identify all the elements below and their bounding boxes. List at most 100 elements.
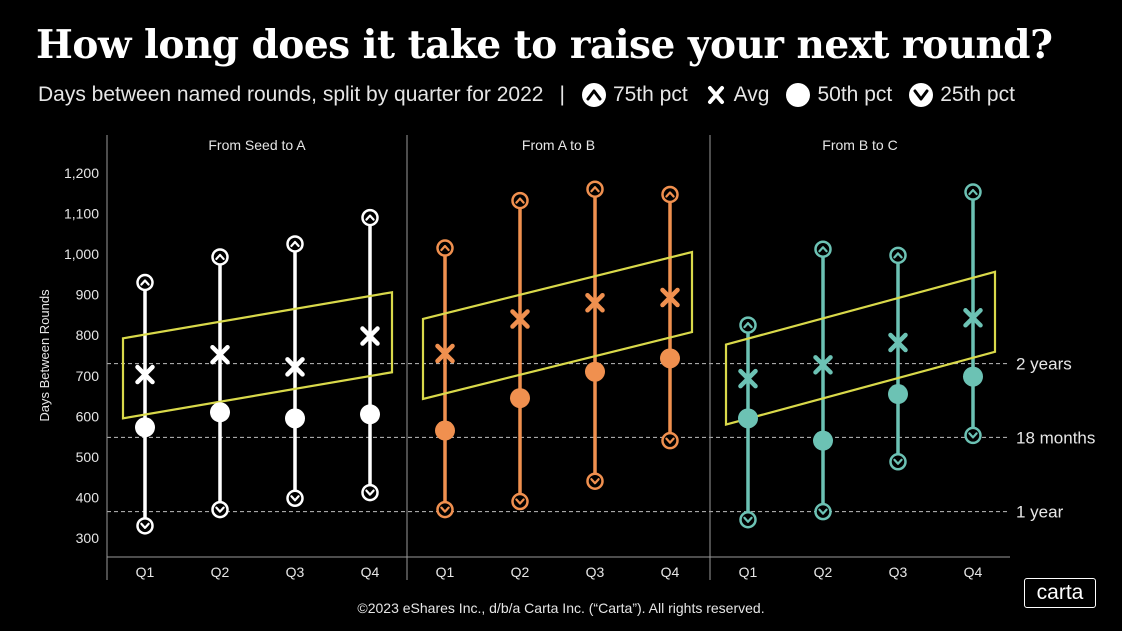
p25-marker-ring [286, 489, 304, 508]
avg-marker-stroke-b [813, 355, 833, 375]
avg-marker [210, 344, 230, 365]
avg-marker-stroke-b [510, 309, 530, 329]
p50-marker [135, 417, 155, 438]
p75-marker-chevron [743, 321, 753, 329]
avg-marker-stroke-b [738, 368, 758, 389]
p25-marker-chevron [818, 508, 828, 515]
p50-marker [360, 404, 380, 425]
x-tick-label: Q3 [889, 564, 908, 580]
p75-marker [361, 208, 379, 227]
p75-marker-ring [136, 273, 154, 292]
p50-marker [738, 408, 758, 429]
avg-marker-stroke-b [660, 287, 680, 308]
p75-marker-ring [889, 246, 907, 265]
avg-marker [888, 332, 908, 353]
p75-marker-chevron [665, 191, 675, 198]
p75-marker-chevron [140, 279, 150, 286]
p75-marker-ring [361, 208, 379, 227]
p25-marker-chevron [893, 458, 903, 465]
p25-marker-ring [361, 483, 379, 502]
p75-marker-ring [661, 185, 679, 204]
p75-marker-ring [286, 235, 304, 253]
avg-marker [510, 309, 530, 329]
avg-marker-stroke-b [585, 293, 605, 313]
p75-marker-chevron [893, 252, 903, 259]
avg-marker [360, 326, 380, 346]
avg-marker-stroke-b [435, 343, 455, 364]
reference-label-2: 1 year [1016, 503, 1064, 522]
filled-circle-icon [786, 83, 811, 107]
chart-title: How long does it take to raise your next… [36, 22, 1053, 68]
y-tick-label: 1,200 [64, 165, 99, 181]
y-tick-label: 800 [76, 327, 100, 343]
legend-label-avg: Avg [733, 83, 770, 106]
p25-marker-ring [814, 502, 832, 521]
y-axis-label: Days Between Rounds [37, 289, 52, 422]
p25-marker-ring [436, 500, 454, 519]
p50-marker [660, 348, 680, 369]
p25-marker [286, 489, 304, 508]
avg-marker [813, 355, 833, 375]
p75-marker-ring [814, 240, 832, 258]
p25-marker-chevron [440, 506, 450, 513]
p25-marker-ring [661, 431, 679, 450]
p25-marker-chevron [365, 489, 375, 496]
avg-marker [963, 308, 983, 328]
p75-marker-ring [739, 316, 757, 334]
legend-label-p75: 75th pct [612, 83, 688, 106]
p50-marker [813, 430, 833, 451]
up-chevron-circle-icon [581, 83, 606, 107]
p75-marker-ring [586, 180, 604, 198]
avg-marker-stroke-b [285, 357, 305, 377]
avg-marker-stroke-b [360, 326, 380, 346]
y-tick-label: 900 [76, 287, 100, 303]
p50-marker [585, 361, 605, 382]
subtitle-row: Days between named rounds, split by quar… [38, 82, 1031, 108]
y-tick-label: 600 [76, 408, 100, 424]
p50-marker [435, 420, 455, 441]
reference-label-0: 2 years [1016, 355, 1072, 374]
p25-marker-ring [211, 500, 229, 519]
y-tick-label: 1,100 [64, 206, 99, 222]
p25-marker [436, 500, 454, 519]
panel-title-3: From B to C [822, 137, 897, 153]
p25-marker-chevron [743, 516, 753, 523]
y-tick-label: 400 [76, 489, 100, 505]
y-tick-label: 1,000 [64, 246, 99, 262]
x-tick-label: Q1 [739, 564, 758, 580]
p75-marker-chevron [215, 253, 225, 261]
p75-marker-chevron [365, 214, 375, 221]
avg-marker-stroke-b [135, 364, 155, 385]
p25-marker [739, 511, 757, 529]
p25-marker-ring [136, 517, 154, 535]
x-tick-label: Q4 [661, 564, 680, 580]
x-tick-label: Q3 [286, 564, 305, 580]
x-tick-label: Q2 [511, 564, 530, 580]
p75-marker [814, 240, 832, 258]
avg-marker-stroke-b [963, 308, 983, 328]
trend-box [724, 270, 997, 427]
legend-label-p25: 25th pct [940, 83, 1015, 106]
avg-marker [135, 364, 155, 385]
p75-marker-chevron [818, 246, 828, 253]
p75-marker [211, 248, 229, 266]
p25-marker [889, 453, 907, 471]
p50-marker [210, 402, 230, 423]
x-tick-label: Q2 [814, 564, 833, 580]
x-tick-label: Q4 [361, 564, 380, 580]
legend-item-p25: 25th pct [908, 82, 1015, 108]
p25-marker [136, 517, 154, 535]
p75-marker-chevron [290, 240, 300, 248]
avg-marker-stroke-b [210, 344, 230, 365]
p75-marker-chevron [440, 244, 450, 252]
trend-box [121, 290, 394, 420]
reference-label-1: 18 months [1016, 428, 1095, 447]
carta-logo: carta [1024, 578, 1096, 608]
legend-item-p75: 75th pct [581, 82, 688, 108]
p75-marker-ring [964, 183, 982, 201]
p75-marker [511, 191, 529, 210]
p25-marker-ring [511, 492, 529, 511]
p25-marker-chevron [590, 478, 600, 485]
p25-marker [586, 472, 604, 490]
